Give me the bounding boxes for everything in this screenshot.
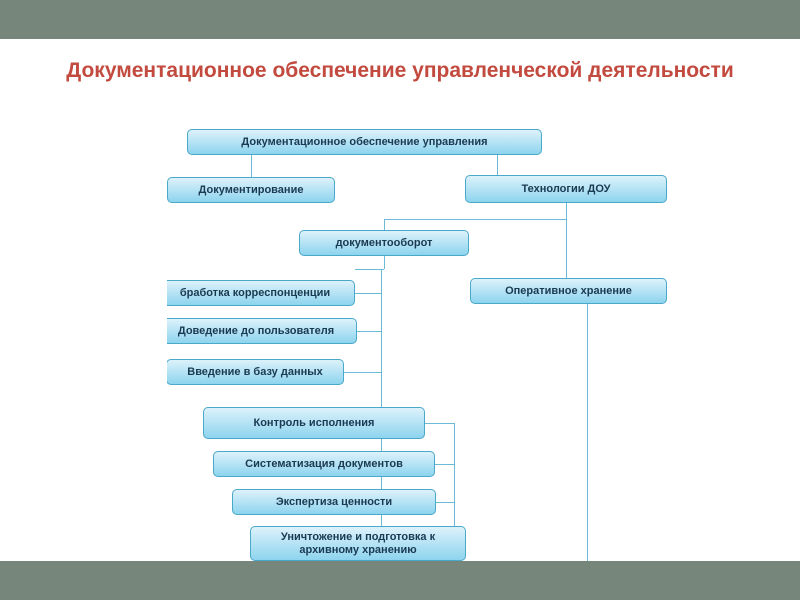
node-destroy: Уничтожение и подготовка к архивному хра…	[250, 526, 466, 561]
connector	[425, 423, 454, 424]
connector	[355, 293, 381, 294]
node-syst: Систематизация документов	[213, 451, 435, 477]
diagram-canvas: Документационное обеспечение управления Д…	[167, 129, 667, 561]
node-tech: Технологии ДОУ	[465, 175, 667, 203]
node-user: Доведение до пользователя	[167, 318, 357, 344]
node-db: Введение в базу данных	[167, 359, 344, 385]
node-docting: Документирование	[167, 177, 335, 203]
connector	[566, 203, 567, 219]
connector	[344, 372, 381, 373]
connector	[251, 155, 252, 177]
node-root: Документационное обеспечение управления	[187, 129, 542, 155]
connector	[435, 464, 454, 465]
node-corr: бработка корреспонценции	[167, 280, 355, 306]
connector	[355, 269, 384, 270]
node-expert: Экспертиза ценности	[232, 489, 436, 515]
connector	[384, 219, 385, 230]
slide-title: Документационное обеспечение управленчес…	[0, 57, 800, 85]
connector	[384, 219, 566, 220]
connector	[384, 256, 385, 269]
node-flow: документооборот	[299, 230, 469, 256]
connector	[566, 219, 567, 278]
slide-area: Документационное обеспечение управленчес…	[0, 39, 800, 561]
connector	[587, 304, 588, 561]
connector	[497, 155, 498, 175]
node-ctrl: Контроль исполнения	[203, 407, 425, 439]
connector	[357, 331, 381, 332]
connector	[436, 502, 454, 503]
node-store: Оперативное хранение	[470, 278, 667, 304]
